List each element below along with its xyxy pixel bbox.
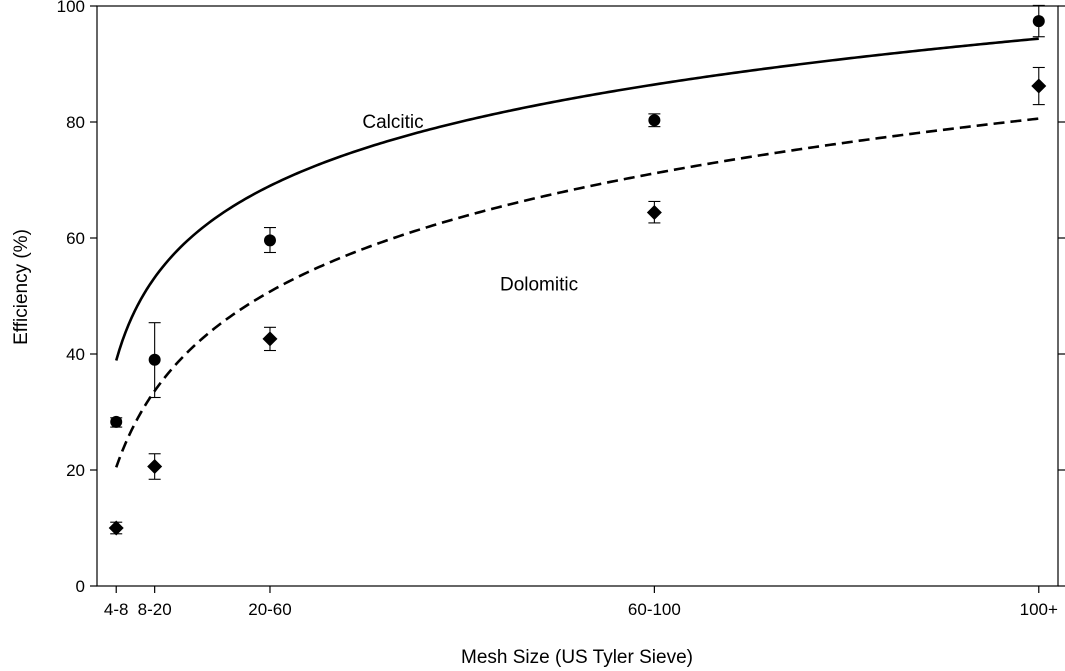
x-tick-label: 8-20 [138, 600, 172, 619]
x-axis-title: Mesh Size (US Tyler Sieve) [461, 647, 693, 668]
annotation-calcitic: Calcitic [362, 112, 423, 133]
fit-line-dolomitic [114, 117, 1039, 468]
fit-line-calcitic [114, 37, 1039, 361]
x-tick-label: 100+ [1020, 600, 1058, 619]
y-tick-label: 40 [66, 345, 85, 364]
data-point-dolomitic [108, 520, 124, 536]
x-tick-label: 20-60 [248, 600, 291, 619]
x-tick-label: 4-8 [104, 600, 129, 619]
annotation-dolomitic: Dolomitic [500, 274, 578, 295]
data-point-calcitic [110, 415, 123, 428]
data-point-calcitic [648, 114, 661, 127]
y-tick-label: 20 [66, 461, 85, 480]
y-tick-label: 60 [66, 229, 85, 248]
data-point-calcitic [1032, 15, 1045, 28]
data-point-calcitic [148, 353, 161, 366]
y-tick-label: 0 [76, 577, 85, 596]
y-tick-label: 100 [57, 0, 85, 16]
data-point-dolomitic [147, 459, 163, 475]
data-point-dolomitic [646, 204, 662, 220]
y-axis-title: Efficiency (%) [11, 229, 32, 345]
x-tick-label: 60-100 [628, 600, 681, 619]
data-point-dolomitic [1031, 78, 1047, 94]
y-tick-label: 80 [66, 113, 85, 132]
plot-frame [96, 5, 1059, 587]
data-point-calcitic [263, 234, 276, 247]
data-point-dolomitic [262, 331, 278, 347]
